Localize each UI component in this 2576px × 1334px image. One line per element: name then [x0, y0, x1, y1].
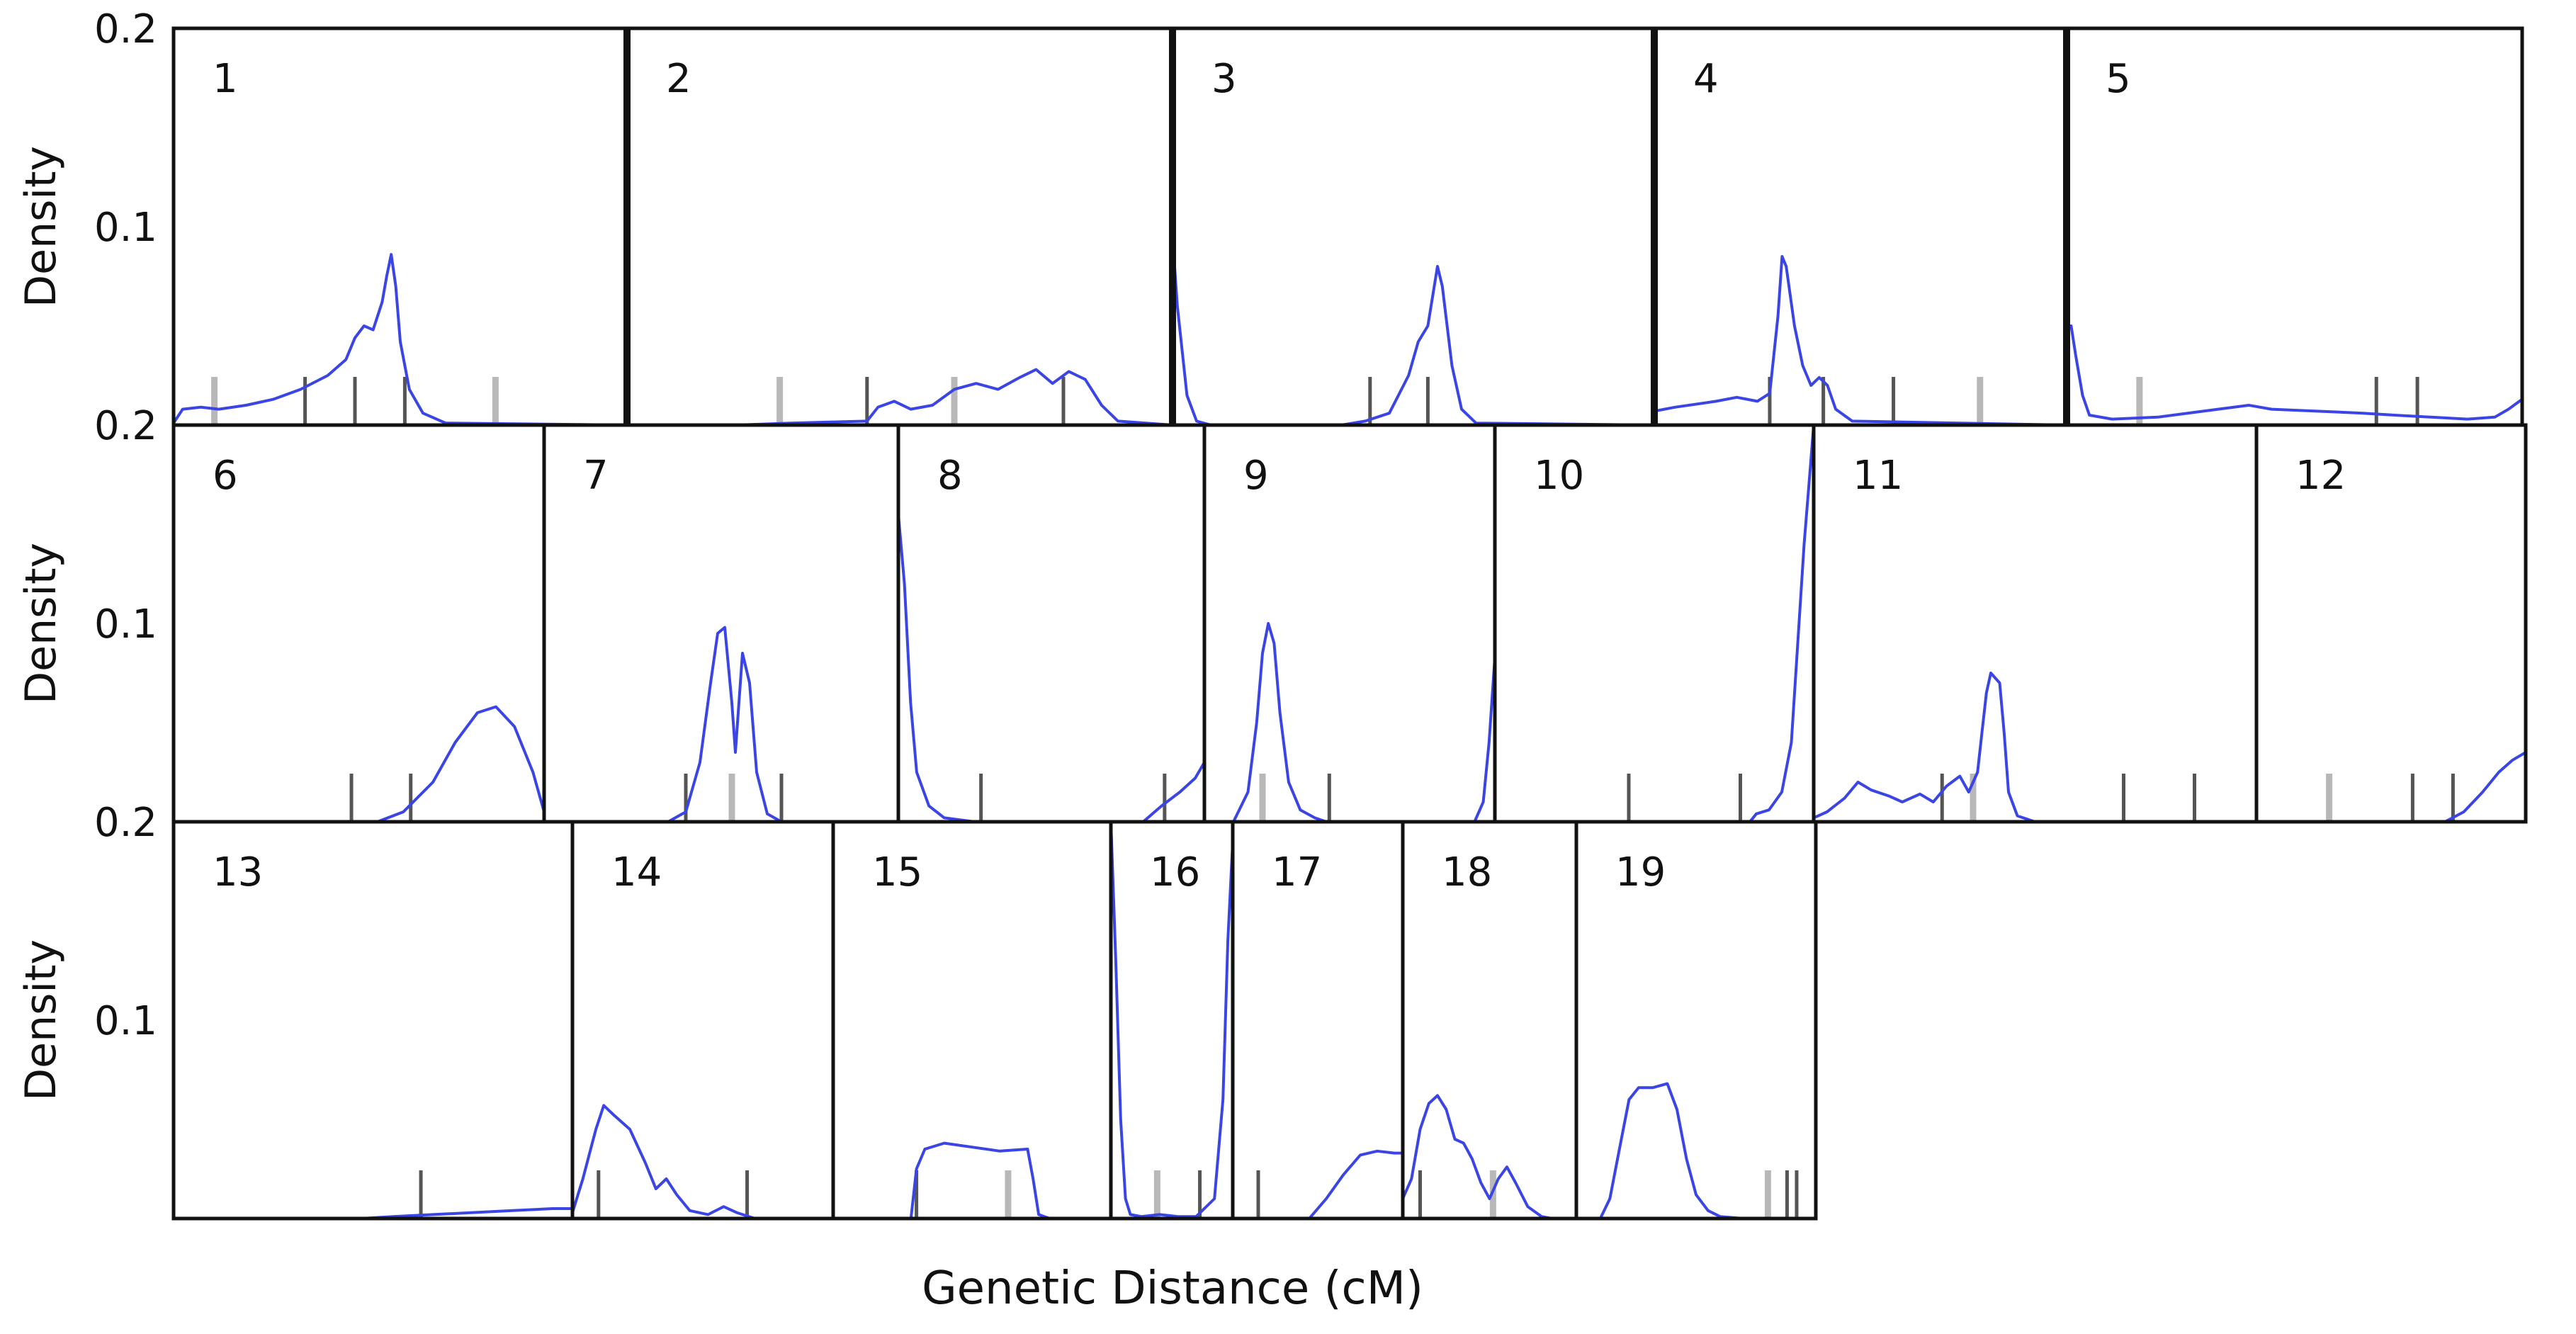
panel-label: 12	[2295, 453, 2346, 499]
panel-chromosome-16: 16	[1109, 821, 1234, 1219]
panel-label: 10	[1534, 453, 1584, 499]
panel-label: 3	[1211, 56, 1237, 102]
panel-label: 9	[1243, 453, 1269, 499]
panel-label: 17	[1272, 849, 1322, 895]
density-curve	[1171, 236, 1655, 426]
density-curve	[1109, 821, 1234, 1219]
panel-chromosome-6: 6	[174, 453, 546, 823]
y-axis-label: Density	[16, 939, 66, 1101]
y-tick-label: 0.2	[94, 403, 157, 449]
panel-label: 19	[1615, 849, 1666, 895]
panel-label: 16	[1150, 849, 1200, 895]
panel-label: 14	[611, 849, 662, 895]
panel-chromosome-4: 4	[1651, 28, 2067, 426]
density-curve	[174, 705, 546, 823]
density-curve	[1401, 1094, 1576, 1220]
panel-chromosome-1: 1	[172, 56, 628, 426]
y-tick-label: 0.1	[94, 205, 157, 251]
density-curve	[627, 368, 1173, 426]
y-axis-layer: 0.2 0.1 Density 0.2 0.1 Density 0.2 0.1 Density	[16, 6, 157, 1101]
x-axis-label: Genetic Distance (cM)	[922, 1262, 1423, 1315]
panel-row-1: 1 2 3 4 5	[171, 26, 2524, 427]
panel-chromosome-18: 18	[1401, 822, 1576, 1220]
panel-label: 1	[213, 56, 238, 102]
y-tick-label: 0.2	[94, 6, 157, 52]
panel-label: 7	[583, 453, 609, 499]
panel-label: 13	[213, 849, 263, 895]
y-tick-label: 0.1	[94, 601, 157, 648]
panel-chromosome-5: 5	[2063, 28, 2524, 425]
panel-chromosome-11: 11	[1812, 425, 2256, 823]
density-curve	[1576, 1082, 1816, 1220]
panel-chromosome-13: 13	[174, 849, 572, 1220]
panel-label: 8	[937, 453, 963, 499]
panel-label: 18	[1442, 849, 1492, 895]
density-curve	[1204, 622, 1496, 823]
density-curve	[1654, 255, 2067, 426]
panel-label: 5	[2106, 56, 2131, 102]
y-axis-label: Density	[16, 146, 66, 307]
panel-chromosome-17: 17	[1231, 822, 1403, 1220]
panel-label: 11	[1853, 453, 1903, 499]
row-frame	[171, 26, 2524, 427]
y-tick-label: 0.2	[94, 800, 157, 846]
panel-chromosome-9: 9	[1202, 425, 1496, 823]
density-curve	[1813, 672, 2256, 823]
panel-chromosome-2: 2	[623, 28, 1173, 426]
density-curve	[544, 626, 898, 823]
panel-chromosome-19: 19	[1574, 822, 1816, 1220]
density-curve	[1233, 1149, 1403, 1220]
panel-chromosome-10: 10	[1493, 424, 1815, 823]
panel-chromosome-3: 3	[1169, 28, 1655, 426]
density-curve	[833, 1141, 1111, 1220]
row-frame	[171, 423, 2528, 824]
panel-label: 6	[213, 453, 238, 499]
density-curve	[172, 253, 628, 426]
density-curve	[2256, 751, 2527, 823]
density-curve	[1495, 424, 1815, 823]
density-curve	[2067, 324, 2524, 421]
panel-chromosome-14: 14	[570, 822, 833, 1220]
panel-label: 15	[872, 849, 922, 895]
density-curve	[571, 1104, 833, 1220]
y-tick-label: 0.1	[94, 998, 157, 1044]
panel-chromosome-12: 12	[2254, 425, 2527, 823]
row-frame	[171, 820, 1818, 1221]
panel-label: 2	[666, 56, 691, 102]
panel-chromosome-15: 15	[831, 822, 1111, 1220]
panel-chromosome-8: 8	[896, 425, 1206, 823]
panel-row-3: 13 14 15 16 17 18 19	[171, 820, 1818, 1221]
panel-row-2: 6 7 8 9 10 11 12	[171, 423, 2528, 824]
density-curve	[897, 514, 1206, 823]
panel-chromosome-7: 7	[542, 425, 898, 823]
panel-label: 4	[1693, 56, 1719, 102]
y-axis-label: Density	[16, 543, 66, 704]
